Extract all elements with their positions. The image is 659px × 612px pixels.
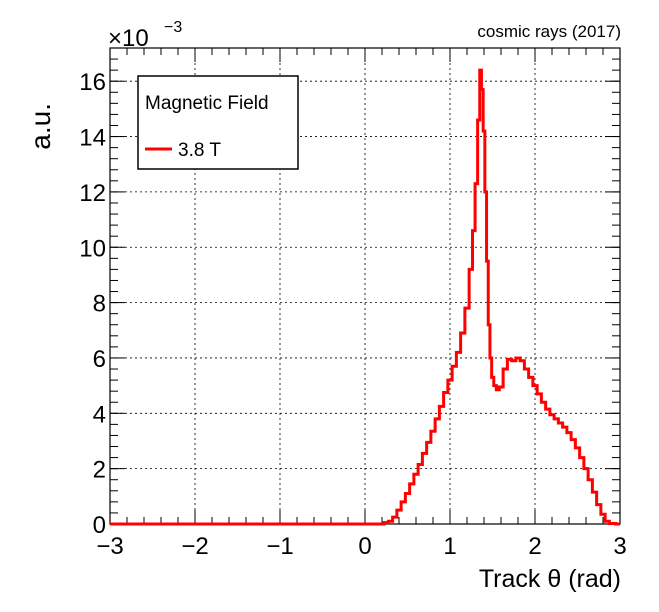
legend: Magnetic Field 3.8 T (137, 75, 299, 170)
x-tick-label: −1 (266, 533, 293, 560)
y-tick-label: 2 (93, 457, 106, 484)
y-tick-label: 4 (93, 401, 106, 428)
annotation-text: cosmic rays (2017) (477, 22, 621, 41)
x-axis-title: Track θ (rad) (479, 565, 621, 593)
x-tick-label: 3 (613, 533, 626, 560)
x-tick-label: −3 (96, 533, 123, 560)
legend-box (137, 75, 299, 170)
y-multiplier-exponent: −3 (164, 19, 182, 36)
y-tick-label: 14 (79, 125, 106, 152)
x-tick-label: 1 (443, 533, 456, 560)
y-tick-label: 6 (93, 346, 106, 373)
y-tick-label: 0 (93, 512, 106, 539)
y-tick-label: 16 (79, 69, 106, 96)
y-tick-label: 8 (93, 291, 106, 318)
x-tick-label: 0 (358, 533, 371, 560)
y-multiplier-base: ×10 (108, 25, 149, 52)
y-tick-label: 12 (79, 180, 106, 207)
x-tick-label: −2 (181, 533, 208, 560)
x-tick-label: 2 (528, 533, 541, 560)
legend-title: Magnetic Field (145, 93, 269, 114)
legend-entry-label: 3.8 T (178, 140, 221, 161)
axis-ticks (109, 47, 621, 525)
y-tick-label: 10 (79, 235, 106, 262)
grid-lines (110, 48, 620, 524)
y-axis-title: a.u. (25, 103, 56, 150)
y-multiplier: ×10 (108, 25, 149, 52)
series-line-3.8T (110, 68, 620, 526)
